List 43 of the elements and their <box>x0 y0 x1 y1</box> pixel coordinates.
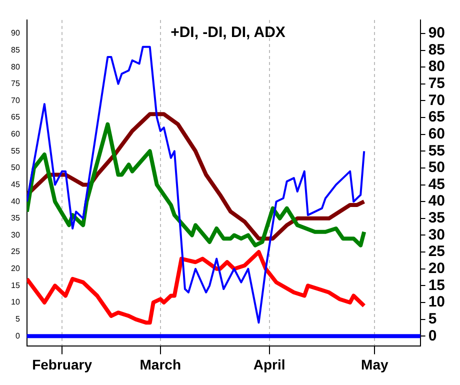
y-tick-label: 50 <box>10 163 20 172</box>
y-tick-label: 30 <box>10 230 20 240</box>
y-tick-label: 10 <box>10 298 20 307</box>
y-tick-label: 5 <box>15 314 20 324</box>
chart-title: +DI, -DI, DI, ADX <box>170 24 286 42</box>
y2-tick-label: 80 <box>428 58 446 76</box>
y-tick-label: 40 <box>10 196 20 206</box>
y2-tick-label: 35 <box>428 210 446 227</box>
y2-tick-label: 75 <box>428 75 446 92</box>
y2-tick-label: 20 <box>428 260 446 277</box>
y-tick-label: 65 <box>10 112 20 122</box>
y2-tick-label: 15 <box>428 276 446 294</box>
y-tick-label: 20 <box>10 264 20 274</box>
x-tick-label: April <box>253 356 286 372</box>
y-tick-label: 0 <box>15 331 20 340</box>
y-tick-label: 75 <box>10 79 20 88</box>
y2-tick-label: 40 <box>428 192 446 210</box>
y2-tick-label: 10 <box>428 294 446 311</box>
y2-tick-label: 85 <box>428 41 446 58</box>
y-tick-label: 60 <box>10 130 20 139</box>
y-tick-label: 90 <box>10 28 20 38</box>
y-tick-label: 35 <box>10 214 20 223</box>
y2-tick-label: 60 <box>428 125 446 142</box>
y2-tick-label: 65 <box>428 108 446 126</box>
y2-tick-label: 5 <box>428 310 437 328</box>
x-tick-label: February <box>32 356 92 372</box>
y-tick-label: 55 <box>10 146 20 156</box>
y-tick-label: 85 <box>10 45 20 54</box>
y2-tick-label: 50 <box>428 159 446 176</box>
y-tick-label: 15 <box>10 280 20 290</box>
y2-tick-label: 0 <box>428 327 437 344</box>
y2-tick-label: 90 <box>428 24 446 42</box>
y-tick-label: 80 <box>10 62 20 72</box>
y-tick-label: 25 <box>10 247 20 256</box>
x-tick-label: March <box>140 356 181 372</box>
y-tick-label: 45 <box>10 180 20 189</box>
y2-tick-label: 55 <box>428 142 446 160</box>
y2-tick-label: 30 <box>428 226 446 244</box>
x-tick-label: May <box>361 356 388 372</box>
y2-tick-label: 25 <box>428 243 446 260</box>
y2-tick-label: 70 <box>428 92 446 109</box>
y2-tick-label: 45 <box>428 176 446 193</box>
y-tick-label: 70 <box>10 96 20 105</box>
